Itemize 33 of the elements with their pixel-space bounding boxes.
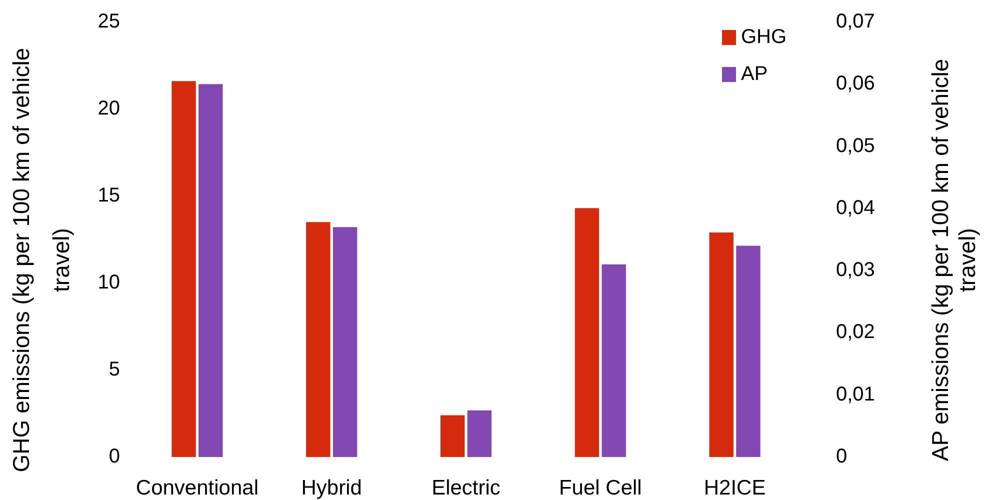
- y-tick-label: 20: [98, 98, 120, 120]
- x-tick-label: Electric: [432, 476, 500, 500]
- x-tick-label: Conventional: [136, 476, 258, 500]
- bar: [709, 232, 734, 457]
- y-tick-label: 15: [98, 184, 120, 207]
- y-tick-label: 10: [98, 272, 120, 294]
- legend-label: AP: [741, 63, 768, 86]
- y2-tick-label: 0,03: [836, 259, 875, 282]
- legend-label: GHG: [741, 26, 787, 49]
- bar: [172, 81, 196, 457]
- bar: [467, 410, 492, 457]
- x-tick-label: H2ICE: [704, 476, 766, 500]
- bar: [332, 227, 358, 457]
- y2-axis-title: AP emissions (kg per 100 km of vehicle travel): [927, 57, 981, 463]
- y2-tick-label: 0: [836, 446, 848, 468]
- y-tick-label: 0: [108, 446, 120, 468]
- bar: [306, 222, 330, 457]
- x-tick-label: Fuel Cell: [558, 476, 642, 500]
- y2-tick-label: 0,07: [836, 10, 875, 33]
- bar: [736, 246, 760, 457]
- bar: [574, 208, 600, 457]
- y2-tick-label: 0,01: [836, 383, 875, 406]
- y2-tick-label: 0,02: [836, 321, 875, 344]
- y2-tick-label: 0,04: [836, 196, 875, 219]
- y-tick-label: 5: [108, 358, 120, 381]
- y2-tick-label: 0,05: [836, 134, 875, 157]
- bar: [602, 264, 626, 457]
- x-tick-label: Hybrid: [301, 476, 362, 500]
- y-axis-title: GHG emissions (kg per 100 km of vehicle travel): [7, 46, 75, 474]
- y2-tick-label: 0,06: [836, 72, 875, 95]
- y-tick-label: 25: [98, 10, 120, 33]
- bar: [198, 84, 223, 457]
- bar: [440, 415, 465, 457]
